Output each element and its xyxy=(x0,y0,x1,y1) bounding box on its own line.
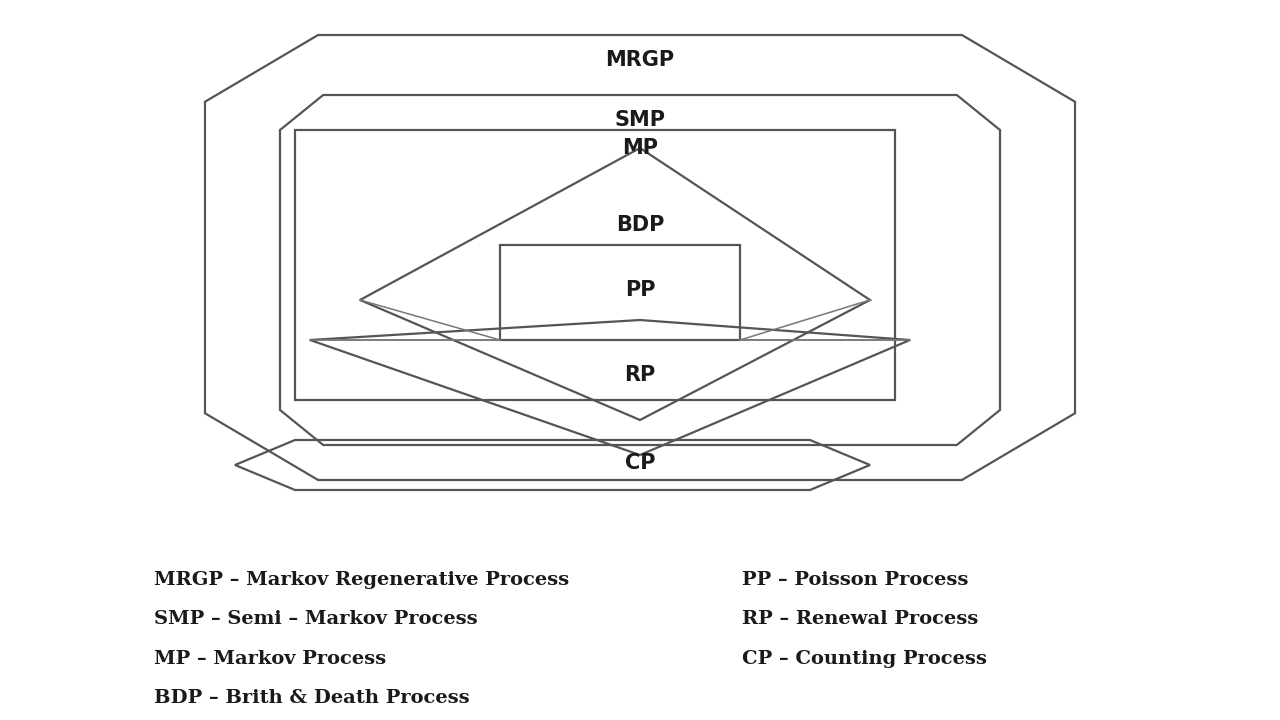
Text: BDP: BDP xyxy=(616,215,664,235)
Text: MP – Markov Process: MP – Markov Process xyxy=(154,649,385,668)
Bar xyxy=(294,130,895,400)
Bar xyxy=(500,245,740,340)
Text: BDP – Brith & Death Process: BDP – Brith & Death Process xyxy=(154,690,470,707)
Text: RP: RP xyxy=(625,365,655,385)
Text: MRGP: MRGP xyxy=(605,50,675,70)
Text: CP: CP xyxy=(625,453,655,473)
Text: PP – Poisson Process: PP – Poisson Process xyxy=(742,570,969,589)
Text: SMP: SMP xyxy=(614,110,666,130)
Text: PP: PP xyxy=(625,280,655,300)
Text: MRGP – Markov Regenerative Process: MRGP – Markov Regenerative Process xyxy=(154,570,568,589)
Text: CP – Counting Process: CP – Counting Process xyxy=(742,649,987,668)
Text: SMP – Semi – Markov Process: SMP – Semi – Markov Process xyxy=(154,610,477,628)
Text: RP – Renewal Process: RP – Renewal Process xyxy=(742,610,979,628)
Text: MP: MP xyxy=(622,138,658,158)
